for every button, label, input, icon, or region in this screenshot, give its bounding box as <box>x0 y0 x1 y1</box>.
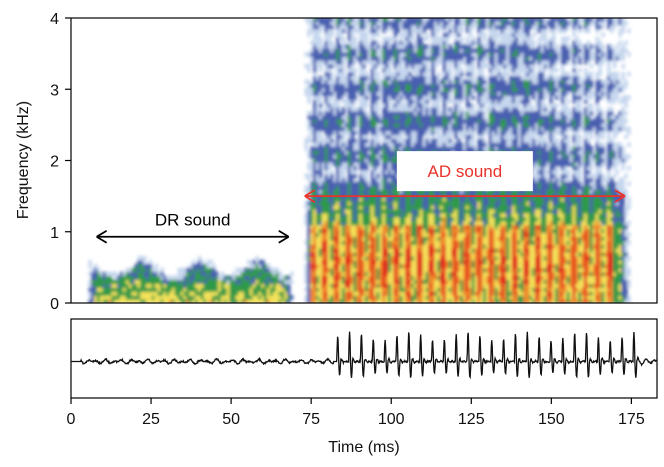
annotation-label: AD sound <box>428 162 503 181</box>
waveform-frame <box>71 319 657 398</box>
x-tick-label: 100 <box>378 411 405 428</box>
y-tick-label: 4 <box>50 11 59 28</box>
annotation-label: DR sound <box>155 211 231 230</box>
x-tick-label: 0 <box>67 411 76 428</box>
spectrogram-image <box>88 17 630 304</box>
y-tick-label: 0 <box>50 296 59 313</box>
y-axis-label: Frequency (kHz) <box>15 101 32 219</box>
x-axis: 0 25 50 75 100 125 150 175 <box>67 398 645 428</box>
y-tick-label: 2 <box>50 154 59 171</box>
y-tick-label: 3 <box>50 82 59 99</box>
x-tick-label: 75 <box>302 411 320 428</box>
y-axis: 0 1 2 3 4 <box>50 11 71 313</box>
x-tick-label: 150 <box>538 411 565 428</box>
y-tick-label: 1 <box>50 225 59 242</box>
spectrogram-panel: 0 1 2 3 4 Frequency (kHz) DR sound AD sound <box>15 11 657 313</box>
x-tick-label: 25 <box>142 411 160 428</box>
x-tick-label: 175 <box>618 411 645 428</box>
x-axis-label: Time (ms) <box>328 439 399 456</box>
x-tick-label: 125 <box>458 411 485 428</box>
x-tick-label: 50 <box>222 411 240 428</box>
waveform-panel: 0 25 50 75 100 125 150 175 Time (ms) <box>67 319 657 456</box>
